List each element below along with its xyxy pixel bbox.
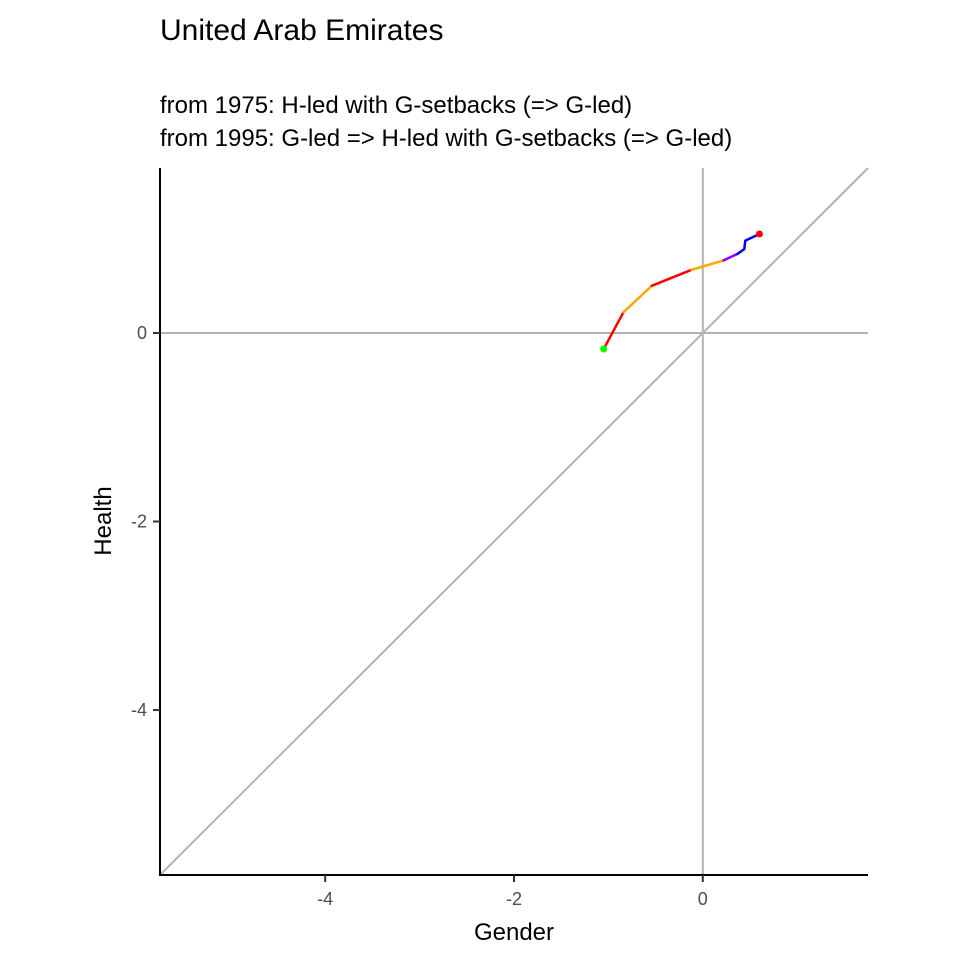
chart-subtitle-line-2: from 1995: G-led => H-led with G-setback… — [160, 125, 732, 152]
start-point-marker — [600, 345, 608, 353]
x-tick-label: 0 — [698, 889, 708, 909]
chart-title: United Arab Emirates — [160, 14, 443, 47]
x-tick-label: -4 — [317, 889, 333, 909]
x-axis-ticks: -4 -2 0 — [317, 875, 708, 909]
y-axis-ticks: 0 -2 -4 — [131, 323, 160, 720]
reference-line-diagonal — [159, 167, 869, 876]
y-tick-label: -4 — [131, 700, 147, 720]
y-tick-label: -2 — [131, 512, 147, 532]
x-tick-label: -2 — [506, 889, 522, 909]
path-segment-1 — [602, 310, 625, 351]
y-tick-label: 0 — [137, 323, 147, 343]
trajectory-markers — [600, 230, 763, 353]
chart-subtitle-line-1: from 1975: H-led with G-setbacks (=> G-l… — [160, 92, 632, 119]
path-segment-5 — [722, 252, 739, 262]
path-segment-3 — [650, 268, 693, 288]
path-segment-2 — [622, 284, 654, 314]
path-segment-6 — [736, 233, 759, 256]
path-segment-4 — [690, 259, 725, 272]
reference-lines — [159, 167, 869, 876]
trajectory-path — [602, 233, 759, 351]
x-axis-title: Gender — [474, 919, 554, 946]
y-axis-title: Health — [90, 486, 117, 555]
end-point-marker — [755, 230, 763, 238]
